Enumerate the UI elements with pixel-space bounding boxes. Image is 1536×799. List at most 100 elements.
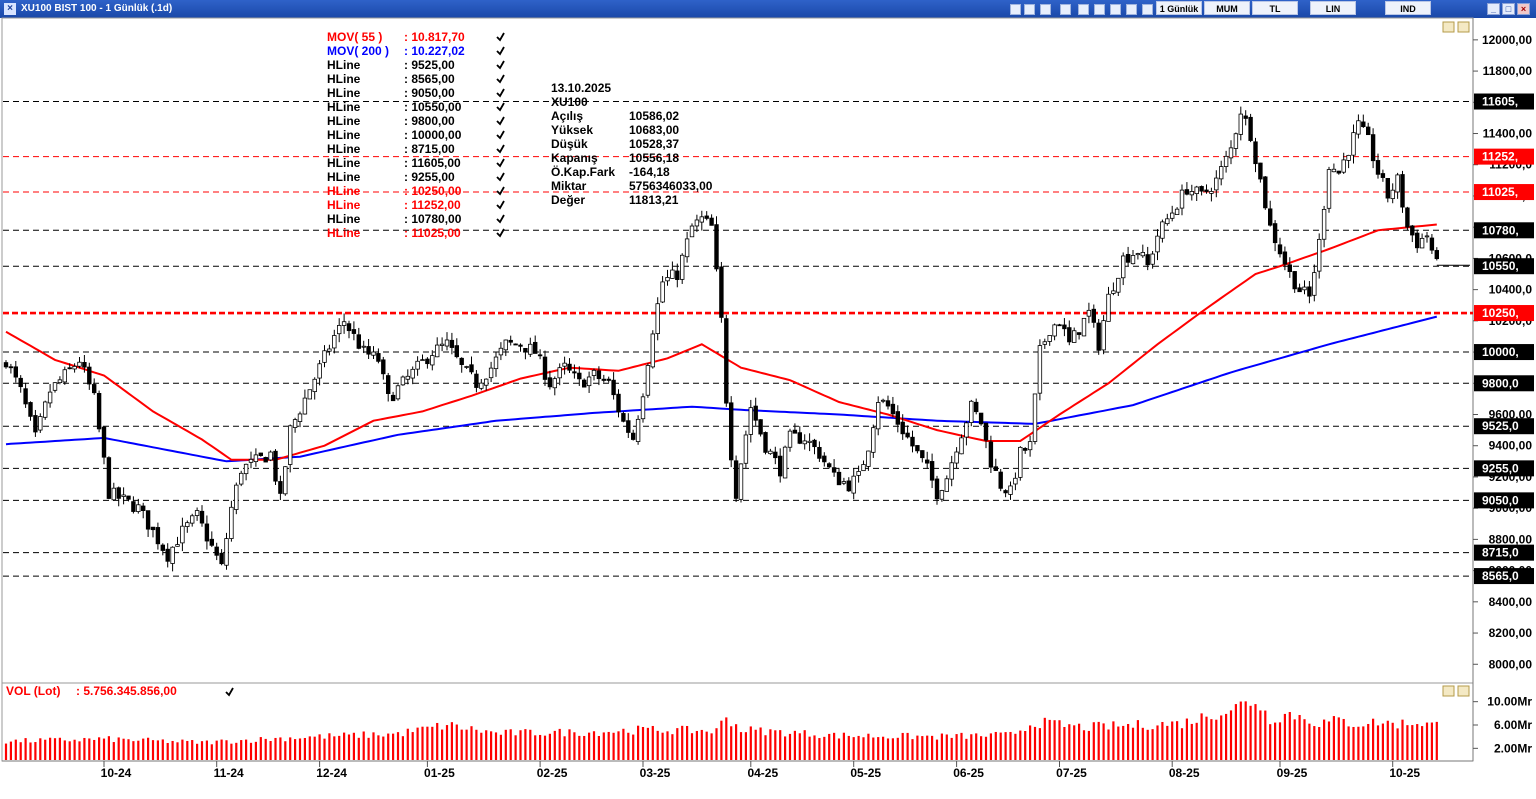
legend-check-icon[interactable] bbox=[496, 60, 505, 70]
time-tick-label: 01-25 bbox=[424, 766, 455, 780]
legend-check-icon[interactable] bbox=[496, 32, 505, 42]
hline-badge-label: 10000, bbox=[1482, 345, 1519, 359]
period-selector[interactable]: 1 Günlük bbox=[1156, 1, 1202, 15]
candle-body bbox=[1419, 237, 1425, 249]
candle-body bbox=[1155, 235, 1160, 253]
legend-check-icon[interactable] bbox=[496, 200, 505, 210]
panel-settings-icon[interactable] bbox=[1442, 21, 1455, 33]
candle-body bbox=[719, 266, 724, 318]
volume-bar bbox=[1239, 701, 1242, 760]
volume-bar bbox=[592, 731, 596, 760]
legend-check-icon[interactable] bbox=[496, 214, 505, 224]
candle-body bbox=[439, 343, 445, 346]
hline-badge bbox=[1474, 568, 1534, 585]
volume-bar bbox=[1278, 722, 1282, 760]
legend-label: HLine bbox=[327, 198, 361, 212]
candle-body bbox=[469, 364, 474, 373]
volume-bar bbox=[730, 726, 733, 760]
chart-style-selector[interactable]: MUM bbox=[1204, 1, 1250, 15]
candle-body bbox=[1395, 174, 1400, 193]
candle-body bbox=[778, 455, 783, 477]
candle-body bbox=[934, 478, 940, 500]
candle-body bbox=[665, 277, 670, 282]
toolbar-tool-icon[interactable] bbox=[1024, 4, 1035, 15]
legend-check-icon[interactable] bbox=[496, 102, 505, 112]
toolbar-tool-icon[interactable] bbox=[1142, 4, 1153, 15]
volume-bar bbox=[1337, 717, 1340, 760]
legend-check-icon[interactable] bbox=[496, 74, 505, 84]
volume-bar bbox=[132, 741, 135, 760]
volume-bar bbox=[1318, 727, 1321, 760]
volume-bar bbox=[63, 740, 66, 760]
legend-check-icon[interactable] bbox=[496, 130, 505, 140]
legend-check-icon[interactable] bbox=[496, 172, 505, 182]
candle-body bbox=[150, 526, 156, 531]
toolbar-tool-icon[interactable] bbox=[1126, 4, 1137, 15]
window-close-button[interactable]: × bbox=[1517, 3, 1530, 15]
toolbar-tool-icon[interactable] bbox=[1078, 4, 1089, 15]
volume-bar bbox=[112, 742, 115, 760]
legend-check-icon[interactable] bbox=[496, 116, 505, 126]
volume-bar bbox=[220, 739, 223, 760]
scale-selector[interactable]: LIN bbox=[1310, 1, 1356, 15]
volume-bar bbox=[695, 730, 698, 760]
volume-bar bbox=[1357, 726, 1360, 760]
candle-body bbox=[1346, 154, 1351, 161]
hline-badge bbox=[1474, 258, 1534, 275]
panel-close-icon[interactable] bbox=[1457, 21, 1470, 33]
legend-check-icon[interactable] bbox=[496, 144, 505, 154]
legend-check-icon[interactable] bbox=[496, 228, 505, 238]
legend-check-icon[interactable] bbox=[496, 46, 505, 56]
volume-bar bbox=[1435, 721, 1438, 760]
candle-body bbox=[302, 397, 308, 415]
volume-bar bbox=[494, 732, 498, 760]
volume-bar bbox=[156, 740, 159, 760]
legend-check-icon[interactable] bbox=[496, 186, 505, 196]
volume-bar bbox=[681, 725, 684, 760]
volume-bar bbox=[1019, 730, 1022, 760]
volume-bar bbox=[534, 735, 537, 760]
volume-bar bbox=[416, 727, 419, 760]
legend-label: HLine bbox=[327, 58, 361, 72]
legend-value: : 10.227,02 bbox=[404, 44, 465, 58]
toolbar-tool-icon[interactable] bbox=[1094, 4, 1105, 15]
candle-body bbox=[92, 384, 97, 394]
volume-bar bbox=[539, 734, 542, 760]
candle-body bbox=[145, 510, 151, 530]
volume-bar bbox=[450, 722, 453, 760]
candle-body bbox=[62, 369, 67, 383]
indicator-selector[interactable]: IND bbox=[1385, 1, 1431, 15]
volume-bar bbox=[1136, 720, 1139, 760]
panel-close-icon[interactable] bbox=[1457, 685, 1470, 697]
candle-body bbox=[1223, 155, 1229, 167]
panel-close-icon[interactable]: × bbox=[4, 3, 16, 15]
volume-bar bbox=[882, 736, 885, 760]
time-tick-label: 07-25 bbox=[1056, 766, 1087, 780]
volume-legend-check-icon[interactable] bbox=[225, 687, 234, 697]
volume-bar bbox=[960, 732, 963, 760]
candle-body bbox=[920, 450, 925, 459]
toolbar-tool-icon[interactable] bbox=[1110, 4, 1121, 15]
volume-bar bbox=[563, 736, 566, 760]
hline-badge-label: 9255,0 bbox=[1482, 461, 1519, 475]
legend-check-icon[interactable] bbox=[496, 158, 505, 168]
minimize-button[interactable]: _ bbox=[1487, 3, 1500, 15]
toolbar-tool-icon[interactable] bbox=[1010, 4, 1021, 15]
candle-body bbox=[596, 370, 602, 380]
candle-body bbox=[47, 391, 53, 404]
candle-body bbox=[626, 420, 631, 433]
volume-bar bbox=[166, 742, 169, 760]
candle-body bbox=[689, 225, 695, 238]
volume-bar bbox=[176, 742, 179, 760]
toolbar-tool-icon[interactable] bbox=[1060, 4, 1071, 15]
toolbar-tool-icon[interactable] bbox=[1040, 4, 1051, 15]
panel-settings-icon[interactable] bbox=[1442, 685, 1455, 697]
volume-bar bbox=[690, 733, 694, 760]
legend-check-icon[interactable] bbox=[496, 88, 505, 98]
maximize-button[interactable]: □ bbox=[1502, 3, 1515, 15]
candle-body bbox=[1194, 186, 1199, 195]
volume-bar bbox=[1391, 722, 1394, 760]
volume-bar bbox=[245, 739, 248, 760]
currency-selector[interactable]: TL bbox=[1252, 1, 1298, 15]
volume-bar bbox=[196, 743, 199, 760]
